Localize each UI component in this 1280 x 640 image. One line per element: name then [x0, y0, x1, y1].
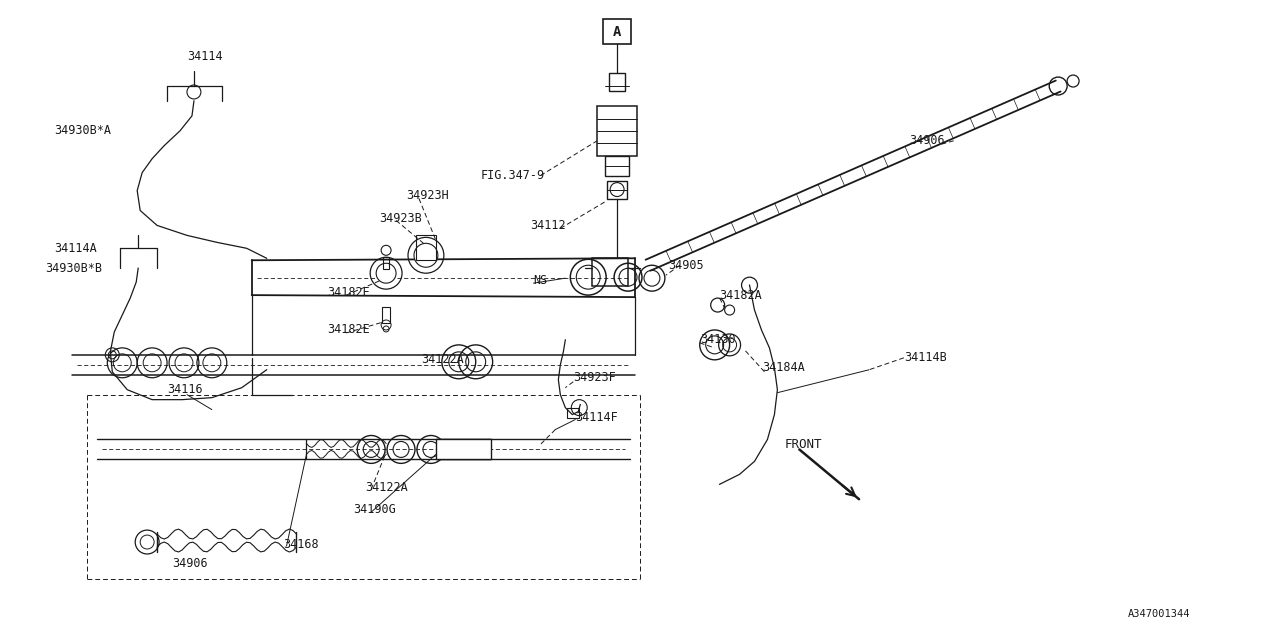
Bar	[598, 106, 637, 156]
Text: 34114B: 34114B	[904, 351, 947, 364]
Text: A347001344: A347001344	[1128, 609, 1190, 619]
Text: 34190G: 34190G	[353, 502, 396, 516]
Bar	[383, 257, 389, 269]
Bar	[593, 259, 628, 286]
Text: 34906: 34906	[909, 134, 945, 147]
Text: 34182E: 34182E	[328, 285, 370, 299]
Bar	[605, 156, 628, 175]
Text: 34114F: 34114F	[575, 411, 618, 424]
Text: 34130: 34130	[700, 333, 736, 346]
Bar	[416, 236, 436, 260]
Text: 34116: 34116	[168, 383, 202, 396]
Text: 34184A: 34184A	[763, 362, 805, 374]
Text: 34923H: 34923H	[406, 189, 449, 202]
Text: 34112: 34112	[530, 219, 566, 232]
Bar	[383, 307, 390, 323]
Bar	[607, 180, 627, 198]
Bar	[436, 440, 490, 460]
Text: 34905: 34905	[668, 259, 704, 272]
Text: 34122A: 34122A	[421, 353, 463, 366]
Text: A: A	[613, 25, 621, 39]
Text: NS: NS	[534, 274, 548, 287]
Text: 34930B*A: 34930B*A	[55, 124, 111, 138]
Text: 34923B: 34923B	[379, 212, 422, 225]
Bar	[603, 19, 631, 44]
Text: 34923F: 34923F	[573, 371, 616, 384]
Text: FRONT: FRONT	[785, 438, 822, 451]
Text: 34122A: 34122A	[365, 481, 408, 494]
Text: 34168: 34168	[284, 538, 319, 550]
Text: FIG.347-9: FIG.347-9	[481, 169, 545, 182]
Bar	[609, 73, 625, 91]
Text: 34930B*B: 34930B*B	[46, 262, 102, 275]
Bar	[567, 408, 580, 417]
Text: 34906: 34906	[172, 557, 207, 570]
Circle shape	[376, 263, 396, 283]
Text: 34114: 34114	[187, 50, 223, 63]
Text: 34114A: 34114A	[55, 242, 97, 255]
Text: 34182E: 34182E	[328, 323, 370, 337]
Circle shape	[413, 243, 438, 268]
Text: 34182A: 34182A	[719, 289, 763, 301]
